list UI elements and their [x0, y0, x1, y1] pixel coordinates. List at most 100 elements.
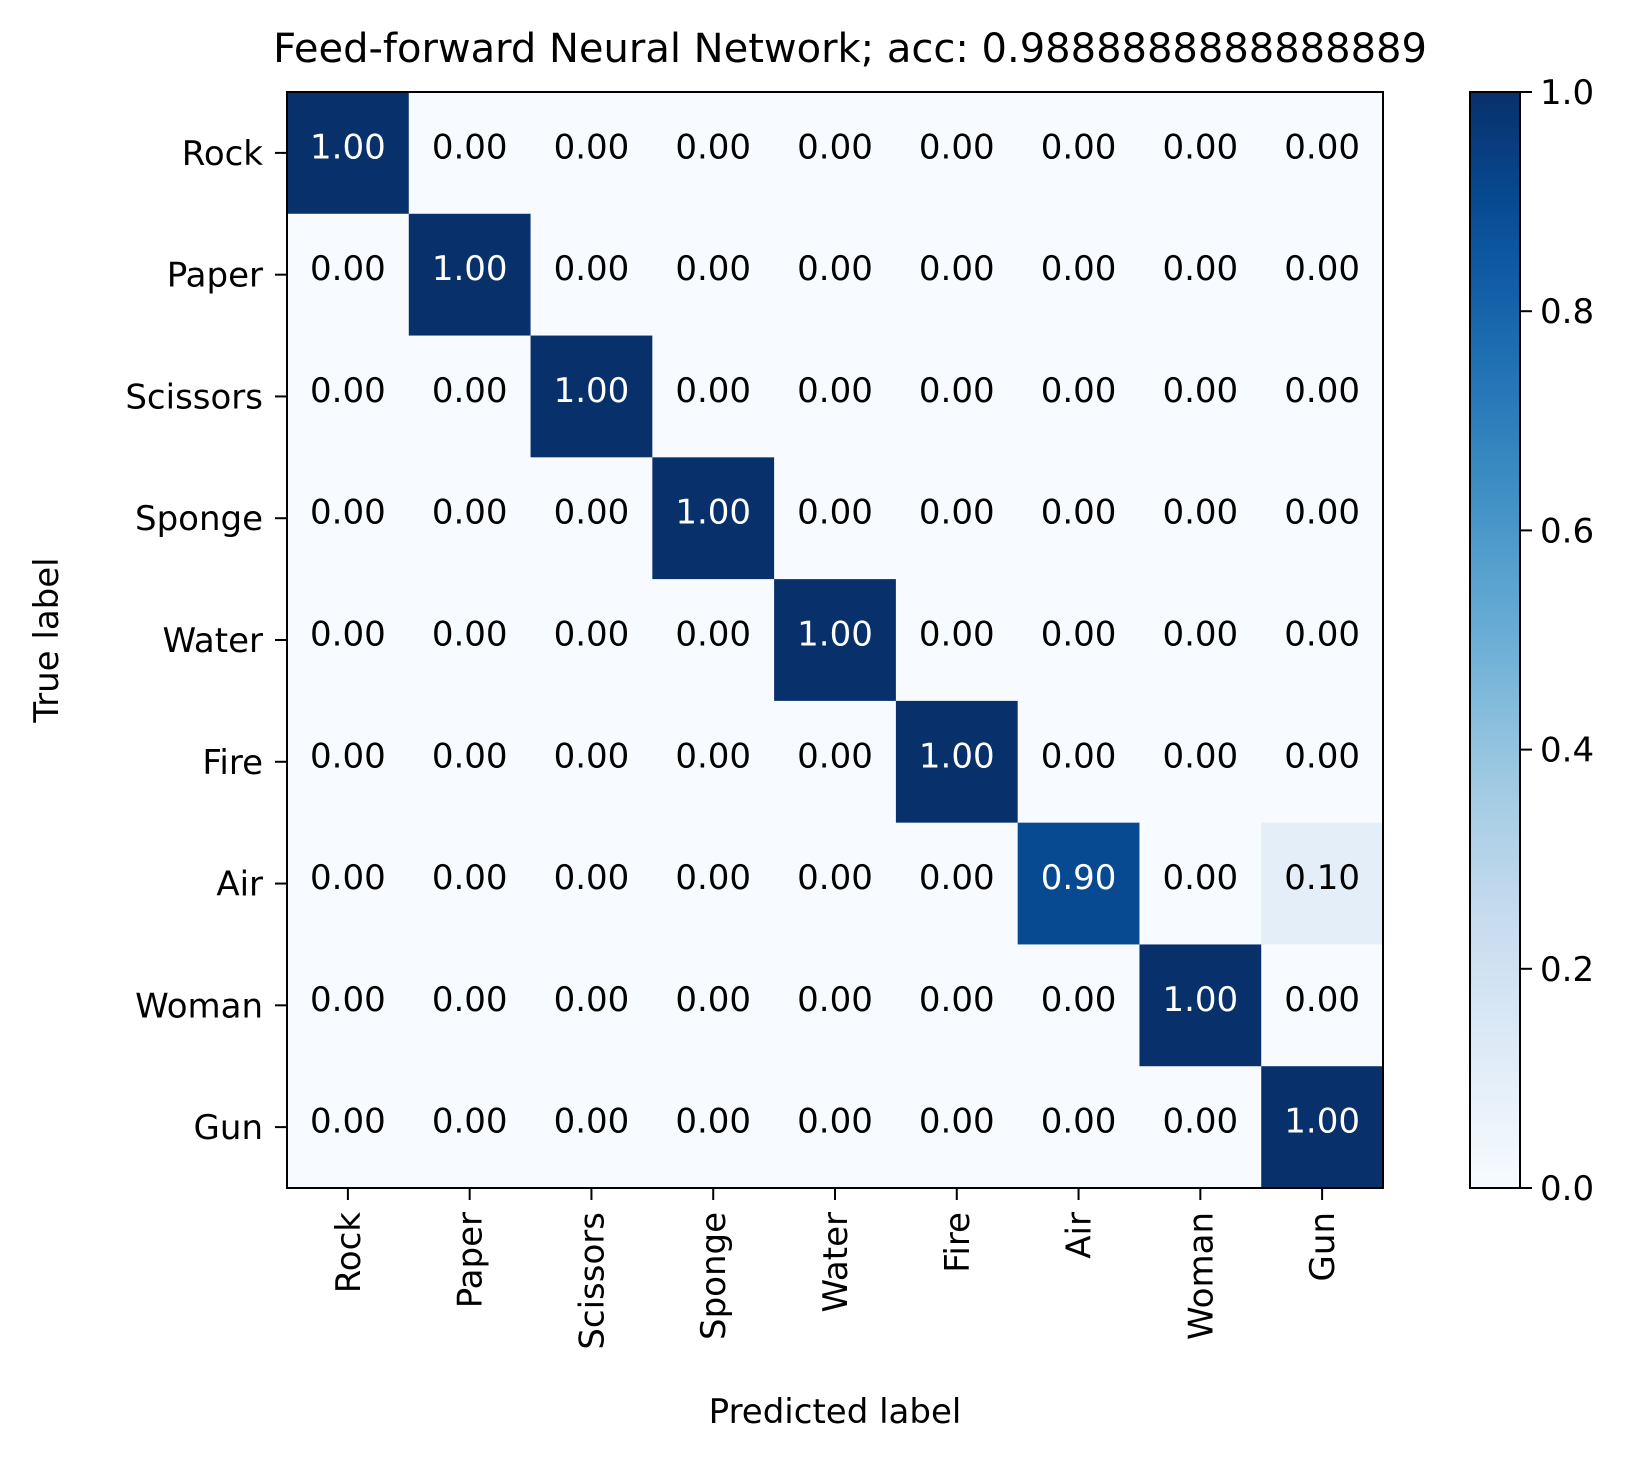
heatmap-cell: [1139, 1066, 1262, 1189]
cell-value-label: 0.00: [1162, 371, 1238, 411]
heatmap-cell: [1017, 700, 1141, 824]
heatmap-cell: [652, 579, 775, 702]
heatmap-cell: [287, 457, 410, 580]
heatmap-cell: [1261, 457, 1384, 580]
heatmap-cell: [530, 822, 653, 946]
cell-value-label: 0.00: [1041, 249, 1117, 289]
cell-value-label: 0.00: [797, 980, 873, 1020]
heatmap-cell: [895, 457, 1019, 580]
heatmap-cell: [1017, 944, 1141, 1067]
heatmap-cell: [652, 457, 775, 580]
cell-value-label: 0.00: [432, 736, 508, 776]
heatmap-cell: [1261, 213, 1384, 337]
heatmap-cell: [530, 1066, 653, 1189]
heatmap-cell: [774, 213, 897, 337]
cell-value-label: 1.00: [554, 371, 630, 411]
cell-value-label: 0.10: [1284, 858, 1360, 898]
cell-value-label: 0.00: [1284, 371, 1360, 411]
x-tick-label: Air: [1060, 1212, 1100, 1259]
cell-value-label: 0.00: [1284, 980, 1360, 1020]
cell-value-label: 0.00: [310, 371, 386, 411]
heatmap-cell: [774, 579, 897, 702]
cell-value-label: 0.00: [797, 493, 873, 533]
heatmap-cell: [1017, 1066, 1141, 1189]
cell-value-label: 1.00: [432, 249, 508, 289]
cell-value-label: 0.00: [1162, 127, 1238, 167]
heatmap-cell: [287, 700, 410, 824]
heatmap-cell: [774, 822, 897, 946]
cell-value-label: 0.00: [1041, 1102, 1117, 1142]
heatmap-cell: [408, 457, 532, 580]
cell-value-label: 0.00: [1041, 127, 1117, 167]
y-tick-label: Air: [216, 865, 263, 905]
colorbar-gradient: [1470, 92, 1520, 1188]
cell-value-label: 0.00: [554, 980, 630, 1020]
x-tick-label: Gun: [1303, 1212, 1343, 1281]
cell-value-label: 0.00: [675, 615, 751, 655]
axis-ticks: Rock Paper Scissors Sponge Water Fire Air Woman…: [125, 134, 1343, 1350]
heatmap-cell: [530, 213, 653, 337]
y-tick-label: Rock: [182, 134, 264, 174]
heatmap-cell: [774, 457, 897, 580]
heatmap-cell: [1261, 335, 1384, 458]
x-tick-label: Scissors: [572, 1212, 612, 1350]
heatmap-cell: [895, 579, 1019, 702]
cell-value-label: 1.00: [1284, 1102, 1360, 1142]
heatmap-cell: [1017, 335, 1141, 458]
x-tick-label: Fire: [938, 1212, 978, 1273]
cell-value-label: 1.00: [310, 127, 386, 167]
x-axis-label: Predicted label: [709, 1392, 962, 1432]
cell-value-label: 0.00: [310, 980, 386, 1020]
y-tick-label: Gun: [194, 1108, 263, 1148]
heatmap-cell: [652, 213, 775, 337]
cell-value-label: 0.00: [797, 1102, 873, 1142]
cell-value-label: 0.00: [1162, 858, 1238, 898]
cell-value-label: 0.00: [554, 1102, 630, 1142]
cell-value-label: 0.90: [1041, 858, 1117, 898]
cell-value-label: 0.00: [1284, 127, 1360, 167]
heatmap-cell: [1139, 213, 1262, 337]
heatmap-cell: [652, 1066, 775, 1189]
cell-value-label: 0.00: [1041, 736, 1117, 776]
heatmap-cell: [1139, 457, 1262, 580]
heatmap-cell: [895, 92, 1019, 215]
heatmap-cell: [408, 213, 532, 337]
heatmap-cell: [895, 700, 1019, 824]
heatmap-cell: [1261, 92, 1384, 215]
cell-value-label: 0.00: [1284, 493, 1360, 533]
heatmap-cell: [774, 944, 897, 1067]
cell-value-label: 0.00: [1284, 615, 1360, 655]
heatmap-cell: [408, 579, 532, 702]
cell-value-label: 0.00: [675, 736, 751, 776]
heatmap-cell: [408, 822, 532, 946]
cell-value-label: 0.00: [432, 858, 508, 898]
colorbar-tick-label: 0.0: [1540, 1169, 1594, 1209]
cell-value-label: 0.00: [1041, 980, 1117, 1020]
heatmap-cell: [895, 822, 1019, 946]
cell-value-label: 0.00: [1041, 615, 1117, 655]
cell-value-label: 0.00: [310, 736, 386, 776]
heatmap-cell: [774, 92, 897, 215]
heatmap-cell: [774, 700, 897, 824]
cell-value-label: 0.00: [554, 493, 630, 533]
heatmap-cell: [287, 944, 410, 1067]
cell-value-label: 0.00: [797, 736, 873, 776]
heatmap-cell: [287, 579, 410, 702]
cell-value-label: 0.00: [919, 615, 995, 655]
colorbar-tick-label: 1.0: [1540, 73, 1594, 113]
heatmap-cell: [1017, 92, 1141, 215]
x-tick-label: Paper: [451, 1212, 491, 1308]
cell-value-label: 0.00: [675, 249, 751, 289]
heatmap-cell: [530, 944, 653, 1067]
heatmap-cell: [1261, 700, 1384, 824]
cell-value-label: 0.00: [919, 127, 995, 167]
cell-value-label: 0.00: [310, 493, 386, 533]
colorbar-tick-label: 0.4: [1540, 731, 1594, 771]
cell-value-label: 1.00: [797, 615, 873, 655]
heatmap-cells: 1.00 0.00 0.00 0.00 0.00 0.00 0.00 0.00 0.00 0.00…: [287, 92, 1384, 1189]
heatmap-cell: [1261, 822, 1384, 946]
heatmap-cell: [1139, 700, 1262, 824]
cell-value-label: 1.00: [1162, 980, 1238, 1020]
heatmap-cell: [895, 335, 1019, 458]
cell-value-label: 0.00: [919, 858, 995, 898]
